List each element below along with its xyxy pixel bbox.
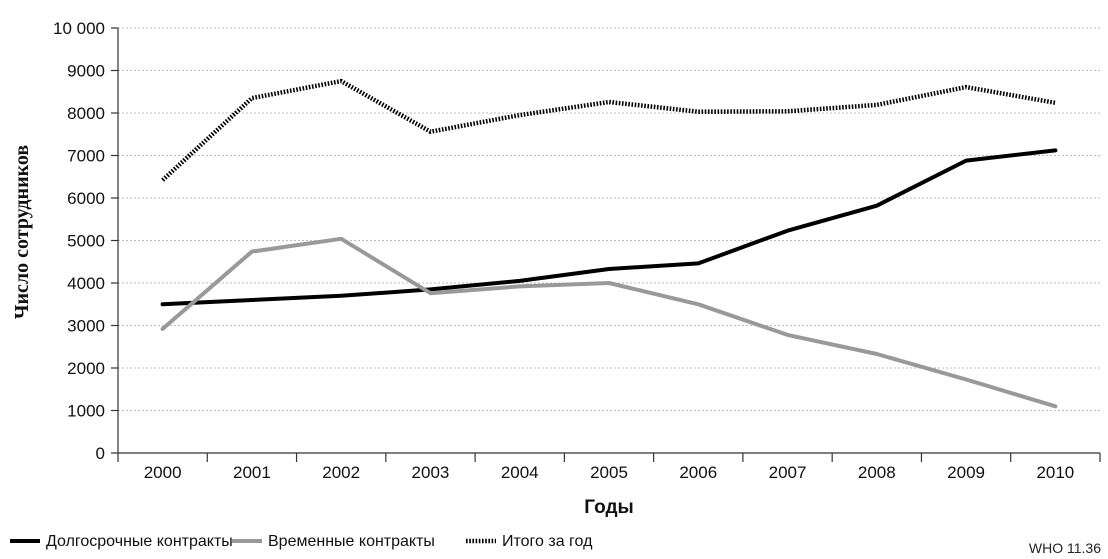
y-axis-ticks: 0 1000 2000 3000 4000 5000 6000 7000 8000 9000 10 … xyxy=(53,19,118,463)
y-axis-label: Число сотрудников xyxy=(11,145,33,320)
y-tick-label: 9000 xyxy=(67,62,105,81)
series-line-3 xyxy=(161,78,1056,182)
data-series xyxy=(160,78,1058,409)
x-axis-label: Годы xyxy=(584,497,633,518)
y-tick-label: 1000 xyxy=(67,402,105,421)
x-axis-ticks: 2000 2001 2002 2003 2004 2005 2006 2007 2008 2009… xyxy=(117,453,1101,482)
x-tick-label: 2002 xyxy=(322,463,360,482)
x-tick-label: 2004 xyxy=(501,463,539,482)
x-tick-label: 2010 xyxy=(1036,463,1074,482)
y-tick-label: 8000 xyxy=(67,104,105,123)
x-tick-label: 2007 xyxy=(769,463,807,482)
y-tick-label: 3000 xyxy=(67,317,105,336)
axes xyxy=(117,28,1100,454)
y-tick-label: 2000 xyxy=(67,359,105,378)
x-tick-label: 2008 xyxy=(858,463,896,482)
y-tick-label: 10 000 xyxy=(53,19,105,38)
y-tick-label: 4000 xyxy=(67,274,105,293)
x-tick-label: 2005 xyxy=(590,463,628,482)
series-line-2 xyxy=(160,236,1058,409)
legend-label: Итого за год xyxy=(502,533,593,550)
x-tick-label: 2006 xyxy=(679,463,717,482)
y-tick-label: 7000 xyxy=(67,147,105,166)
y-tick-label: 5000 xyxy=(67,232,105,251)
x-tick-label: 2001 xyxy=(233,463,271,482)
x-tick-label: 2003 xyxy=(412,463,450,482)
x-tick-label: 2009 xyxy=(947,463,985,482)
legend-label: Временные контракты xyxy=(268,533,435,550)
gridlines xyxy=(118,27,1100,411)
x-tick-label: 2000 xyxy=(144,463,182,482)
y-tick-label: 0 xyxy=(96,444,105,463)
legend-label: Долгосрочные контракты xyxy=(46,533,233,550)
credit-label: WHO 11.36 xyxy=(1029,540,1101,556)
y-tick-label: 6000 xyxy=(67,189,105,208)
legend: Долгосрочные контракты Временные контракт… xyxy=(10,533,593,550)
